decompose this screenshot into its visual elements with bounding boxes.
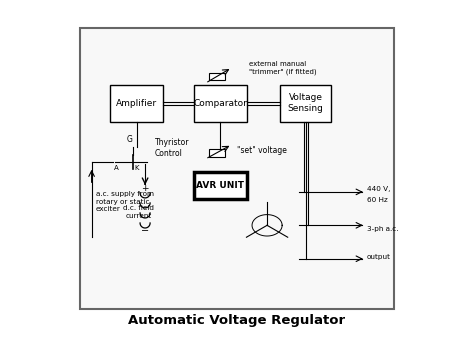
Text: Comparator: Comparator xyxy=(193,99,247,108)
Bar xyxy=(193,85,247,122)
Text: output: output xyxy=(367,254,391,260)
Text: −: − xyxy=(141,226,149,236)
Circle shape xyxy=(296,256,302,262)
Text: +: + xyxy=(141,184,149,193)
Text: A: A xyxy=(114,165,119,171)
Bar xyxy=(209,72,225,80)
Polygon shape xyxy=(122,155,133,168)
Circle shape xyxy=(296,189,302,195)
Circle shape xyxy=(235,193,299,257)
Text: "set" voltage: "set" voltage xyxy=(237,146,287,155)
Bar xyxy=(281,85,330,122)
Text: d.c. field
current: d.c. field current xyxy=(123,205,154,219)
Text: external manual
"trimmer" (if fitted): external manual "trimmer" (if fitted) xyxy=(249,61,316,75)
Circle shape xyxy=(141,184,149,193)
Circle shape xyxy=(143,159,147,164)
Circle shape xyxy=(131,145,136,149)
Text: Automatic Voltage Regulator: Automatic Voltage Regulator xyxy=(128,314,346,327)
Bar xyxy=(80,28,394,309)
Text: Voltage
Sensing: Voltage Sensing xyxy=(288,93,323,113)
Bar xyxy=(209,149,225,157)
Text: 440 V,: 440 V, xyxy=(367,186,390,191)
Text: a.c. supply from
rotary or static
exciter: a.c. supply from rotary or static excite… xyxy=(96,191,154,212)
Text: G: G xyxy=(127,135,132,145)
Text: 60 Hz: 60 Hz xyxy=(367,197,387,203)
Text: Thyristor
Control: Thyristor Control xyxy=(155,139,190,158)
Circle shape xyxy=(89,170,94,174)
Text: K: K xyxy=(135,165,139,171)
Bar xyxy=(103,68,337,235)
Text: AVR UNIT: AVR UNIT xyxy=(196,181,244,190)
Circle shape xyxy=(141,227,149,236)
Bar xyxy=(190,48,344,92)
Text: 3-ph a.c.: 3-ph a.c. xyxy=(367,226,398,232)
Circle shape xyxy=(296,222,302,228)
Circle shape xyxy=(89,213,94,218)
Bar xyxy=(110,85,164,122)
Bar xyxy=(193,172,247,198)
Text: Amplifier: Amplifier xyxy=(116,99,157,108)
Circle shape xyxy=(89,235,94,239)
Circle shape xyxy=(113,159,118,164)
